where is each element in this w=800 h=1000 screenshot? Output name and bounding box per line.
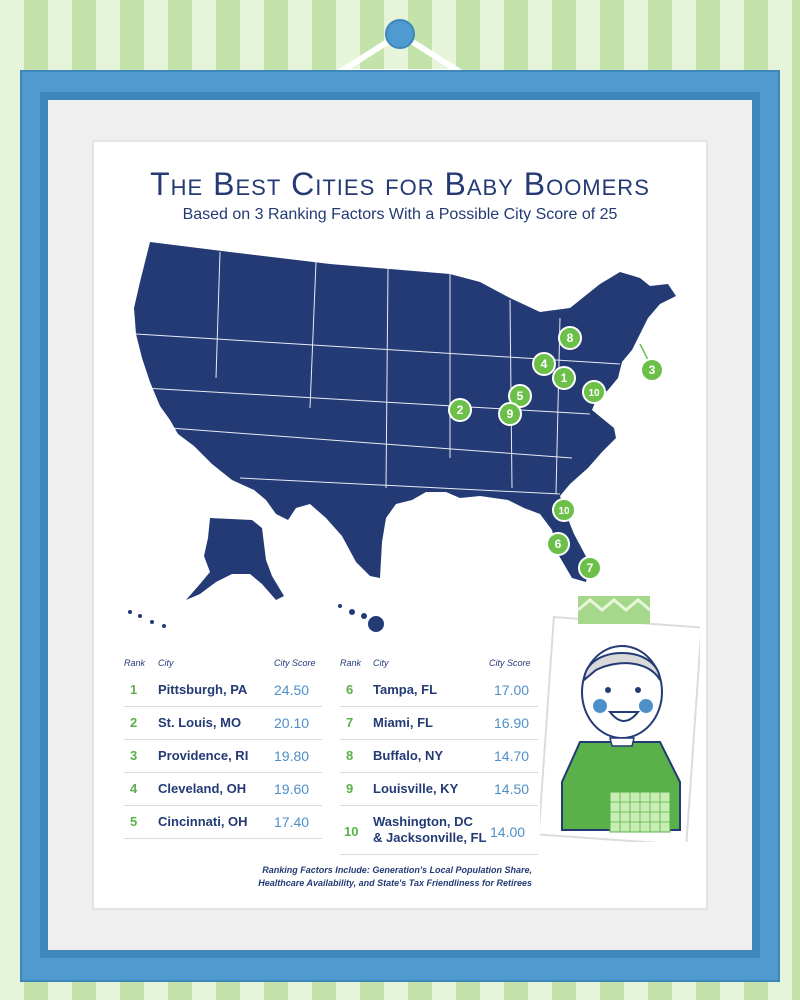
table-row: 7 Miami, FL 16.90 xyxy=(340,707,538,740)
score-cell: 17.40 xyxy=(274,814,310,830)
header-score-right: City Score xyxy=(489,658,531,668)
marker-5: 5 xyxy=(508,384,532,408)
score-cell: 20.10 xyxy=(274,715,310,731)
marker-9: 9 xyxy=(498,402,522,426)
city-cell: Cleveland, OH xyxy=(158,781,247,796)
city-cell: Buffalo, NY xyxy=(373,748,444,763)
table-row: 5 Cincinnati, OH 17.40 xyxy=(124,806,322,839)
city-cell: Cincinnati, OH xyxy=(158,814,248,829)
footnote-line-1: Ranking Factors Include: Generation's Lo… xyxy=(262,865,532,875)
svg-text:3: 3 xyxy=(649,363,656,377)
score-cell: 19.60 xyxy=(274,781,310,797)
tape-icon xyxy=(577,596,651,624)
header-city-left: City xyxy=(158,658,174,668)
marker-2: 2 xyxy=(448,398,472,422)
city-cell: Louisville, KY xyxy=(373,781,459,796)
score-cell: 14.50 xyxy=(494,781,530,797)
city-cell: St. Louis, MO xyxy=(158,715,242,730)
svg-text:2: 2 xyxy=(457,403,464,417)
table-row: 10 Washington, DC & Jacksonville, FL 14.… xyxy=(340,806,538,855)
marker-10-dc: 10 xyxy=(582,380,606,404)
us-map: 1 2 3 4 5 6 7 8 9 10 10 xyxy=(128,242,676,632)
svg-text:5: 5 xyxy=(517,389,524,403)
svg-text:1: 1 xyxy=(561,371,568,385)
marker-4: 4 xyxy=(532,352,556,376)
header-rank-left: Rank xyxy=(124,658,146,668)
city-cell: Tampa, FL xyxy=(373,682,438,697)
table-row: 9 Louisville, KY 14.50 xyxy=(340,773,538,806)
svg-text:6: 6 xyxy=(555,537,562,551)
header-city-right: City xyxy=(373,658,389,668)
marker-10-jax: 10 xyxy=(552,498,576,522)
svg-text:7: 7 xyxy=(587,561,594,575)
city-cell: Providence, RI xyxy=(158,748,249,763)
city-cell-line2: & Jacksonville, FL xyxy=(373,830,487,845)
rank-cell: 7 xyxy=(346,715,354,730)
map-alaska xyxy=(186,518,284,600)
table-row: 4 Cleveland, OH 19.60 xyxy=(124,773,322,806)
marker-1: 1 xyxy=(552,366,576,390)
rank-cell: 6 xyxy=(346,682,354,697)
rank-cell: 9 xyxy=(346,781,354,796)
footnote: Ranking Factors Include: Generation's Lo… xyxy=(220,864,532,890)
city-cell-line1: Washington, DC xyxy=(373,814,473,829)
score-cell: 17.00 xyxy=(494,682,530,698)
svg-text:10: 10 xyxy=(588,388,600,399)
svg-text:9: 9 xyxy=(507,407,514,421)
rank-cell: 3 xyxy=(130,748,138,763)
city-cell: Pittsburgh, PA xyxy=(158,682,248,697)
page-title: The Best Cities for Baby Boomers xyxy=(150,166,650,202)
svg-text:10: 10 xyxy=(558,506,570,517)
marker-6: 6 xyxy=(546,532,570,556)
marker-7: 7 xyxy=(578,556,602,580)
boomer-illustration xyxy=(540,596,700,842)
score-cell: 14.00 xyxy=(490,824,526,840)
rank-cell: 5 xyxy=(130,814,138,829)
score-cell: 16.90 xyxy=(494,715,530,731)
svg-text:4: 4 xyxy=(541,357,548,371)
map-markers: 1 2 3 4 5 6 7 8 9 10 10 xyxy=(448,326,664,580)
table-row: 2 St. Louis, MO 20.10 xyxy=(124,707,322,740)
table-row: 1 Pittsburgh, PA 24.50 xyxy=(124,674,322,707)
score-cell: 19.80 xyxy=(274,748,310,764)
table-row: 6 Tampa, FL 17.00 xyxy=(340,674,538,707)
rank-cell: 4 xyxy=(130,781,138,796)
marker-3: 3 xyxy=(640,358,664,382)
rank-cell: 10 xyxy=(344,824,359,839)
rank-cell: 8 xyxy=(346,748,354,763)
score-cell: 14.70 xyxy=(494,748,530,764)
city-cell: Miami, FL xyxy=(373,715,433,730)
picture-hanger xyxy=(329,19,471,75)
table-row: 3 Providence, RI 19.80 xyxy=(124,740,322,773)
table-row: 8 Buffalo, NY 14.70 xyxy=(340,740,538,773)
header-score-left: City Score xyxy=(274,658,316,668)
footnote-line-2: Healthcare Availability, and State's Tax… xyxy=(258,878,532,888)
map-hawaii xyxy=(368,616,384,632)
map-mainland xyxy=(134,242,676,582)
rank-cell: 2 xyxy=(130,715,138,730)
rank-cell: 1 xyxy=(130,682,138,697)
score-cell: 24.50 xyxy=(274,682,310,698)
page-subtitle: Based on 3 Ranking Factors With a Possib… xyxy=(182,206,618,223)
svg-text:8: 8 xyxy=(567,331,574,345)
header-rank-right: Rank xyxy=(340,658,362,668)
marker-8: 8 xyxy=(558,326,582,350)
